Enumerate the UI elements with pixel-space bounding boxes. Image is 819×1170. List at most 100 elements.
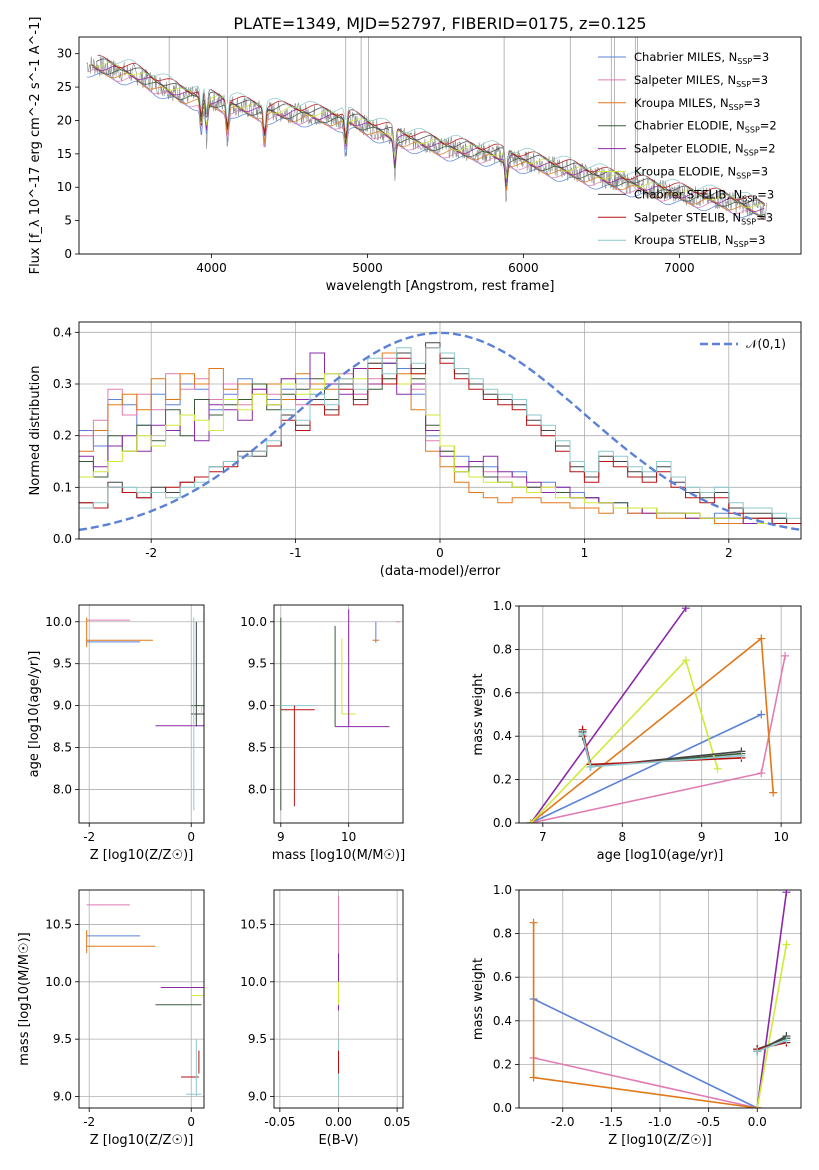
panel-Z-age: -2 0 8.0 8.5 9.0 9.5 10.0 Z [log10(Z/Z☉)] age [l… (27, 604, 205, 863)
x-tick-label: 5000 (352, 261, 383, 275)
legend-label: Salpeter STELIB, NSSP=3 (634, 210, 773, 226)
x-tick-label: 0 (187, 830, 195, 844)
x-axis-label: Z [log10(Z/Z☉)] (608, 1133, 712, 1148)
y-tick-label: 0.0 (493, 1101, 512, 1115)
legend-label-value: =3 (751, 73, 768, 87)
legend-label: Chabrier STELIB, NSSP=3 (634, 187, 774, 203)
weight-point (713, 764, 722, 773)
plot-area (529, 890, 791, 1108)
y-tick-label: 0.2 (493, 773, 512, 787)
legend-label-sub: SSP (729, 103, 744, 112)
y-tick-label: 0.4 (53, 325, 72, 339)
legend-label-text: Chabrier ELODIE, N (634, 119, 745, 133)
weight-point (782, 890, 791, 897)
weight-line (530, 713, 762, 823)
y-tick-label: 10.0 (45, 615, 72, 629)
legend-label: Kroupa STELIB, NSSP=3 (634, 233, 765, 249)
figure-title: PLATE=1349, MJD=52797, FIBERID=0175, z=0… (233, 14, 646, 33)
panel-age-weight: 7 8 9 10 0.0 0.2 0.4 0.6 0.8 1.0 age [log10(age/yr… (471, 599, 802, 863)
x-tick-label: 0 (187, 1115, 195, 1129)
legend-label-value: =3 (749, 233, 766, 247)
x-tick-label: -2.0 (551, 1115, 574, 1129)
x-tick-label: 7000 (664, 261, 695, 275)
y-tick-label: 10.5 (240, 917, 267, 931)
weight-line (533, 1057, 758, 1108)
weight-point (681, 656, 690, 665)
y-tick-label: 1.0 (493, 883, 512, 897)
legend-label-sub: SSP (744, 149, 759, 158)
histogram-step (79, 347, 801, 519)
x-tick-label: 0.05 (384, 1115, 411, 1129)
x-axis-label: age [log10(age/yr)] (597, 848, 724, 863)
panel-Z-mass: -2 0 9.0 9.5 10.0 10.5 Z [log10(Z/Z☉)] mass [lo… (17, 889, 205, 1148)
weight-line (533, 998, 758, 1108)
weight-point (753, 1104, 762, 1108)
legend-label: Kroupa ELODIE, NSSP=3 (634, 165, 768, 181)
weight-point (782, 1036, 791, 1045)
x-tick-label: -2 (83, 1115, 95, 1129)
plot-area (526, 606, 790, 823)
x-tick-label: -0.05 (264, 1115, 295, 1129)
plot-area (86, 904, 204, 1097)
legend-label-text: Salpeter MILES, N (634, 73, 736, 87)
weight-point (757, 710, 766, 719)
panel-residuals: -2 -1 0 1 2 0.0 0.1 0.2 0.3 0.4 (data-model)/error… (28, 321, 802, 579)
x-tick-label: 8 (618, 830, 626, 844)
legend-label: 𝒩(0,1) (746, 337, 786, 351)
x-tick-label: 0 (436, 546, 444, 560)
weight-point (757, 634, 766, 643)
x-tick-label: 10 (774, 830, 789, 844)
x-axis-label: Z [log10(Z/Z☉)] (90, 1133, 194, 1148)
x-axis-label: wavelength [Angstrom, rest frame] (326, 279, 555, 294)
weight-point (769, 788, 778, 797)
y-tick-label: 9.5 (248, 1032, 267, 1046)
panel-EBV-mass: -0.05 0.00 0.05 9.0 9.5 10.0 10.5 E(B-V) (240, 889, 411, 1148)
weight-point (781, 651, 790, 660)
legend-label-sub: SSP (736, 172, 751, 181)
weight-point (526, 819, 535, 823)
weight-point (782, 940, 791, 949)
y-axis-label: mass weight (471, 673, 486, 755)
weight-point (529, 1073, 538, 1082)
panel-spectrum: 4000 5000 6000 7000 0 5 10 15 20 25 30 wavelength [… (28, 17, 802, 294)
weight-point (586, 762, 595, 771)
x-tick-label: 9 (698, 830, 706, 844)
legend-label-value: =3 (752, 50, 769, 64)
y-tick-label: 0.2 (53, 429, 72, 443)
axes-frame (78, 36, 802, 255)
plot-area (86, 37, 767, 221)
y-tick-label: 15 (57, 147, 72, 161)
legend-label: Kroupa MILES, NSSP=3 (634, 96, 760, 112)
x-tick-label: -2 (145, 546, 157, 560)
weight-point (757, 769, 766, 778)
axes-frame (518, 605, 802, 824)
model-spectrum (99, 53, 765, 206)
y-tick-label: 9.0 (248, 699, 267, 713)
y-tick-label: 10.5 (45, 917, 72, 931)
y-tick-label: 0 (64, 247, 72, 261)
legend-label: Salpeter MILES, NSSP=3 (634, 73, 768, 89)
legend-label-text: Salpeter ELODIE, N (634, 142, 744, 156)
panel-Z-weight: -2.0 -1.5 -1.0 -0.5 0.0 0.0 0.2 0.4 0.6 0.8 1.0 Z [… (471, 883, 802, 1148)
weight-line (756, 944, 788, 1108)
x-tick-label: 10 (341, 830, 356, 844)
legend-label-value: =3 (744, 96, 761, 110)
y-tick-label: 8.5 (53, 741, 72, 755)
axes-frame (78, 889, 205, 1109)
y-tick-label: 10.0 (240, 975, 267, 989)
x-tick-label: 7 (539, 830, 547, 844)
x-tick-label: -1.5 (600, 1115, 623, 1129)
y-axis-label: age [log10(age/yr)] (27, 651, 42, 778)
x-tick-label: -1.0 (648, 1115, 671, 1129)
plot-area (86, 613, 204, 811)
y-tick-label: 0.4 (493, 729, 512, 743)
y-tick-label: 9.5 (53, 657, 72, 671)
model-spectrum (91, 63, 766, 216)
legend-label: Salpeter ELODIE, NSSP=2 (634, 142, 776, 158)
y-tick-label: 10 (57, 180, 72, 194)
legend-label-sub: SSP (734, 240, 749, 249)
y-tick-label: 9.5 (248, 657, 267, 671)
y-tick-label: 0.6 (493, 970, 512, 984)
